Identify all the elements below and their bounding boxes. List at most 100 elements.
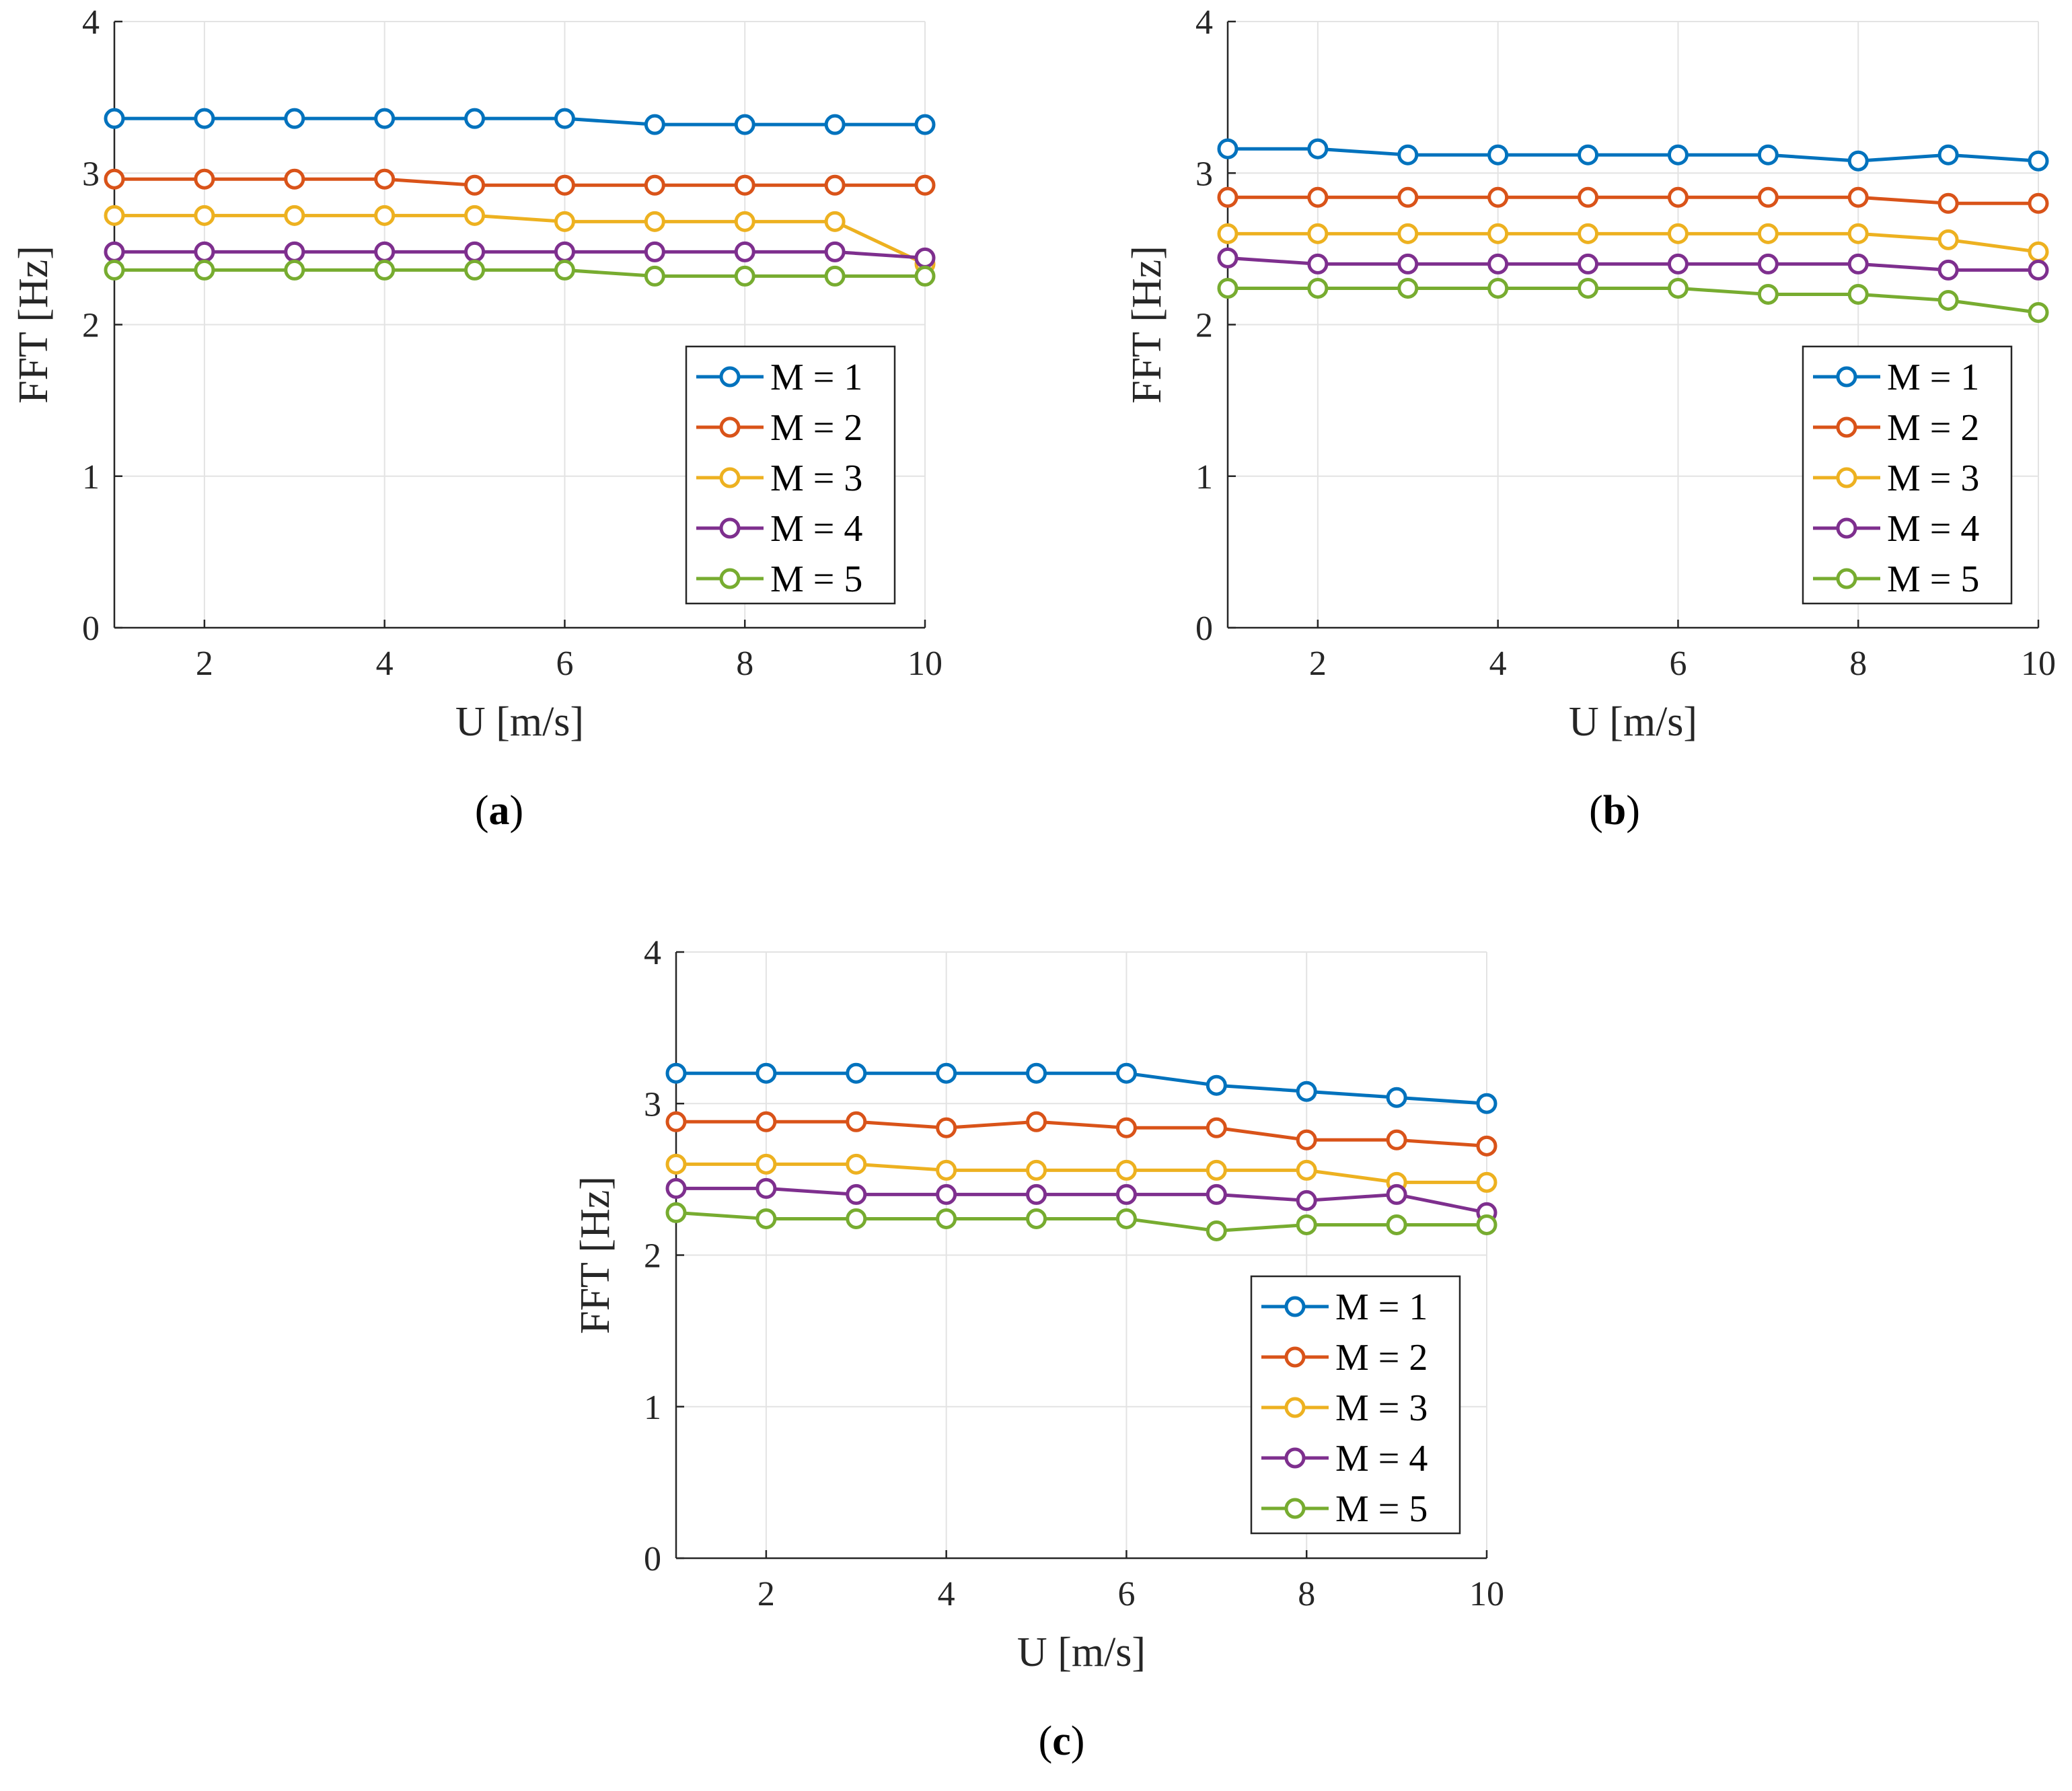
data-point-m4 [1397, 253, 1419, 275]
data-point-m4 [1026, 1183, 1047, 1205]
legend-entry-label: M = 3 [770, 458, 862, 499]
data-point-m4 [755, 1177, 777, 1199]
data-point-m5 [755, 1208, 777, 1229]
x-axis-label: U [m/s] [1017, 1630, 1146, 1675]
data-point-m1 [824, 114, 846, 135]
data-point-m2 [755, 1111, 777, 1132]
series-line-m4 [676, 1186, 1487, 1214]
y-tick-label: 3 [82, 155, 100, 193]
data-point-m1 [554, 108, 575, 129]
legend-swatch-marker [719, 416, 741, 438]
data-point-m1 [1476, 1093, 1497, 1114]
series-line-m5 [1228, 286, 2039, 314]
data-point-m5 [1307, 277, 1329, 299]
legend-entry-label: M = 2 [770, 407, 862, 449]
data-point-m3 [104, 205, 125, 226]
data-point-m5 [464, 259, 486, 281]
data-point-m3 [1206, 1159, 1227, 1181]
data-point-m2 [824, 174, 846, 196]
data-point-m2 [1386, 1129, 1407, 1150]
data-point-m4 [554, 241, 575, 262]
data-point-m4 [936, 1183, 957, 1205]
data-point-m5 [1847, 283, 1869, 305]
data-point-m5 [1667, 277, 1689, 299]
legend-entry-label: M = 3 [1887, 458, 1979, 499]
legend-swatch-marker [1836, 467, 1857, 488]
series-line-m4 [1227, 256, 2038, 272]
data-point-m3 [734, 211, 755, 232]
data-point-m3 [1296, 1159, 1317, 1181]
data-point-m5 [1397, 277, 1419, 299]
data-point-m2 [1206, 1117, 1227, 1138]
data-point-m2 [1847, 186, 1869, 208]
data-point-m4 [665, 1177, 687, 1199]
data-point-m5 [194, 259, 215, 281]
data-point-m5 [1487, 277, 1509, 299]
panel-caption: (a) [475, 788, 523, 834]
data-point-m1 [914, 114, 936, 135]
data-point-m5 [1386, 1214, 1407, 1235]
x-tick-label: 2 [757, 1575, 775, 1613]
data-point-m1 [284, 108, 305, 129]
data-point-m5 [846, 1208, 867, 1229]
x-tick-label: 10 [1469, 1575, 1504, 1613]
x-tick-label: 6 [1669, 645, 1687, 683]
data-point-m3 [1115, 1159, 1137, 1181]
series-line-m2 [114, 177, 925, 187]
data-point-m2 [554, 174, 575, 196]
data-point-m1 [2028, 150, 2049, 172]
data-point-m2 [914, 174, 936, 196]
y-tick-label: 3 [1195, 155, 1213, 193]
legend-entry-label: M = 1 [1887, 357, 1979, 398]
data-point-m1 [1296, 1081, 1317, 1102]
data-point-m1 [644, 114, 665, 135]
data-point-m2 [1757, 186, 1779, 208]
y-axis-label: FFT [Hz] [572, 1176, 618, 1334]
series-line-m2 [1228, 195, 2038, 205]
x-tick-label: 8 [736, 645, 753, 683]
data-point-m2 [1487, 186, 1509, 208]
data-point-m4 [1307, 253, 1329, 275]
data-point-m4 [1206, 1183, 1227, 1205]
x-axis-label: U [m/s] [1569, 699, 1697, 745]
data-point-m1 [1217, 138, 1238, 159]
series-line-m3 [676, 1162, 1487, 1184]
legend-swatch-marker [719, 568, 741, 589]
data-point-m3 [374, 205, 396, 226]
data-point-m3 [464, 205, 486, 226]
legend-swatch-marker [1836, 416, 1857, 438]
legend-swatch-marker [1284, 1498, 1306, 1519]
legend-entry-label: M = 5 [1335, 1488, 1428, 1530]
data-point-m5 [1578, 277, 1599, 299]
data-point-m4 [1757, 253, 1779, 275]
y-tick-label: 2 [1195, 307, 1213, 345]
data-point-m3 [1307, 223, 1329, 244]
data-point-m1 [104, 108, 125, 129]
data-point-m3 [644, 211, 665, 232]
x-tick-label: 4 [1489, 645, 1507, 683]
x-tick-label: 10 [908, 645, 942, 683]
legend-swatch-marker [1836, 568, 1857, 589]
data-point-m3 [1026, 1159, 1047, 1181]
data-point-m5 [374, 259, 396, 281]
data-point-m3 [1667, 223, 1689, 244]
data-point-m1 [1386, 1087, 1407, 1108]
data-point-m4 [914, 247, 936, 268]
x-tick-label: 6 [556, 645, 573, 683]
legend-swatch-marker [1284, 1296, 1306, 1317]
panel-caption-letter: c [1052, 1718, 1071, 1764]
data-point-m5 [284, 259, 305, 281]
y-tick-label: 1 [1195, 458, 1213, 497]
data-point-m3 [755, 1153, 777, 1175]
x-tick-label: 2 [196, 645, 213, 683]
data-point-m2 [936, 1117, 957, 1138]
data-point-m1 [194, 108, 215, 129]
series-line-m3 [1228, 231, 2039, 254]
data-point-m5 [1206, 1220, 1227, 1241]
data-point-m2 [464, 174, 486, 196]
y-tick-label: 1 [644, 1389, 661, 1427]
data-point-m2 [734, 174, 755, 196]
y-tick-label: 4 [1195, 3, 1213, 42]
series-line-m3 [114, 213, 926, 266]
data-point-m5 [936, 1208, 957, 1229]
